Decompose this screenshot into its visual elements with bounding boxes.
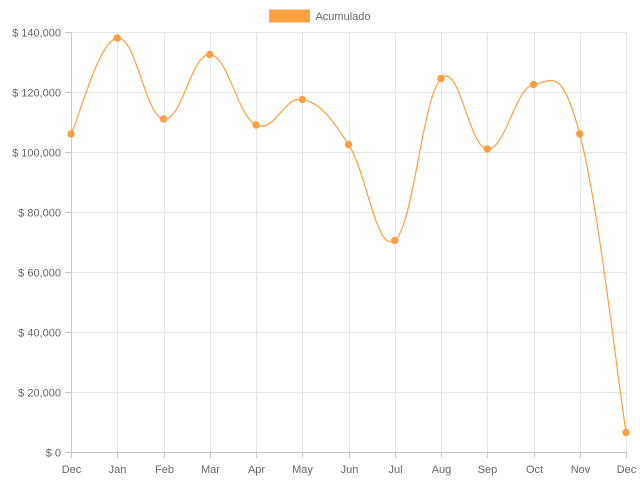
data-point[interactable]: [437, 74, 445, 83]
y-tick-label: $ 0: [46, 448, 61, 460]
y-tick-label: $ 60,000: [18, 268, 61, 280]
x-tick-label: Dec: [617, 464, 637, 476]
x-tick-label: May: [292, 464, 313, 476]
data-point[interactable]: [113, 34, 121, 42]
x-tick-label: Aug: [432, 464, 452, 476]
x-tick-label: Nov: [571, 464, 591, 476]
x-tick-label: Apr: [248, 464, 265, 476]
y-tick-label: $ 140,000: [12, 28, 61, 40]
data-point[interactable]: [391, 236, 399, 245]
x-tick-label: Oct: [526, 464, 543, 476]
data-point[interactable]: [206, 50, 214, 59]
data-point[interactable]: [344, 140, 353, 149]
data-point[interactable]: [483, 145, 491, 153]
data-point[interactable]: [159, 115, 168, 123]
x-tick-label: Mar: [201, 464, 220, 476]
y-tick-label: $ 20,000: [18, 388, 61, 400]
y-tick-label: $ 80,000: [18, 208, 61, 220]
legend-label-acumulado[interactable]: Acumulado: [315, 11, 370, 23]
data-point[interactable]: [576, 130, 584, 138]
data-point[interactable]: [298, 95, 306, 104]
x-tick-label: Sep: [478, 464, 498, 476]
data-point[interactable]: [529, 80, 538, 89]
y-tick-label: $ 40,000: [18, 328, 61, 340]
y-axis-ticks: $ 0 $ 20,000 $ 40,000 $ 60,000 $ 80,000 $ 100…: [12, 28, 71, 460]
y-tick-label: $ 100,000: [12, 148, 61, 160]
legend[interactable]: Acumulado: [268, 9, 371, 23]
series-line-acumulado: [70, 37, 627, 433]
x-tick-label: Jul: [388, 464, 402, 476]
x-tick-label: Feb: [155, 464, 174, 476]
grid: [71, 32, 627, 453]
x-tick-label: Dec: [62, 464, 82, 476]
x-tick-label: Jan: [109, 464, 127, 476]
axes: [65, 32, 626, 458]
x-tick-label: Jun: [341, 464, 359, 476]
data-point[interactable]: [252, 121, 260, 129]
y-tick-label: $ 120,000: [12, 88, 61, 100]
series: [67, 34, 630, 437]
data-point[interactable]: [622, 428, 630, 437]
x-axis-ticks: Dec Jan Feb Mar Apr May Jun Jul Aug Sep Oct Nov Dec: [62, 452, 637, 476]
data-point[interactable]: [67, 130, 75, 138]
legend-swatch-acumulado[interactable]: [268, 9, 310, 23]
